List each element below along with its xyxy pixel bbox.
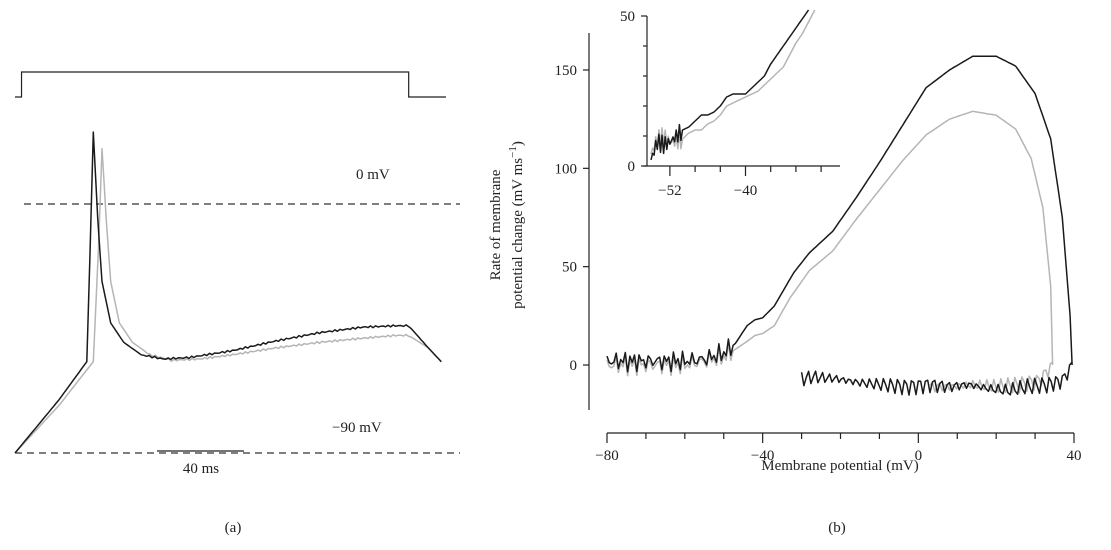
trace-a-series-1 — [14, 131, 442, 454]
inset-x-tick-label: −52 — [658, 183, 681, 199]
y-axis-label-line1: Rate of membrane — [488, 169, 504, 280]
inset-x-ticks: −52 −40 — [658, 166, 822, 199]
y-axis-label-close: ) — [510, 141, 526, 146]
trace-b-series-4 — [929, 361, 1054, 394]
x-tick-label: 0 — [915, 448, 923, 464]
inset-y-tick-label: 0 — [628, 159, 636, 175]
panel-b: 0 50 100 150 −80 −40 0 40 Rate of membrane pot… — [488, 9, 1082, 536]
y-axis-label-sup: −1 — [507, 146, 519, 158]
level-label-bottom: −90 mV — [332, 420, 382, 436]
inset-plot: 0 50 −52 −40 — [620, 9, 840, 199]
x-tick-label: 40 — [1067, 448, 1082, 464]
y-tick-label: 0 — [570, 358, 578, 374]
trace-b-series-1 — [606, 55, 1073, 373]
panel-a-series — [14, 131, 442, 454]
y-tick-label: 150 — [555, 63, 578, 79]
trace-b-series-3 — [606, 110, 1054, 377]
trace-inset-series-2 — [650, 9, 816, 155]
y-axis-label-line2: potential change (mV ms−1) — [507, 141, 526, 309]
y-tick-label: 100 — [555, 161, 578, 177]
x-tick-label: −80 — [595, 448, 618, 464]
stimulus-trace — [15, 71, 446, 98]
x-ticks: −80 −40 0 40 — [595, 433, 1082, 464]
inset-y-tick-label: 50 — [620, 9, 635, 25]
level-label-top: 0 mV — [356, 167, 390, 183]
x-tick-label: −40 — [751, 448, 774, 464]
inset-series — [650, 9, 816, 161]
panel-b-caption: (b) — [828, 520, 846, 536]
trace-b-series-2 — [800, 361, 1073, 396]
panel-a: 0 mV −90 mV 40 ms (a) — [14, 71, 460, 536]
trace-inset-series-1 — [650, 9, 810, 161]
inset-y-ticks: 0 50 — [620, 9, 647, 175]
scale-bar-label: 40 ms — [183, 461, 219, 477]
panel-a-caption: (a) — [225, 520, 242, 536]
inset-x-tick-label: −40 — [734, 183, 757, 199]
y-axis-label-main: potential change (mV ms — [510, 158, 526, 309]
panel-b-series — [606, 55, 1073, 396]
y-ticks: 0 50 100 150 — [555, 63, 589, 374]
x-axis-label: Membrane potential (mV) — [761, 458, 918, 474]
y-tick-label: 50 — [562, 260, 577, 276]
trace-a-series-2 — [14, 147, 442, 454]
